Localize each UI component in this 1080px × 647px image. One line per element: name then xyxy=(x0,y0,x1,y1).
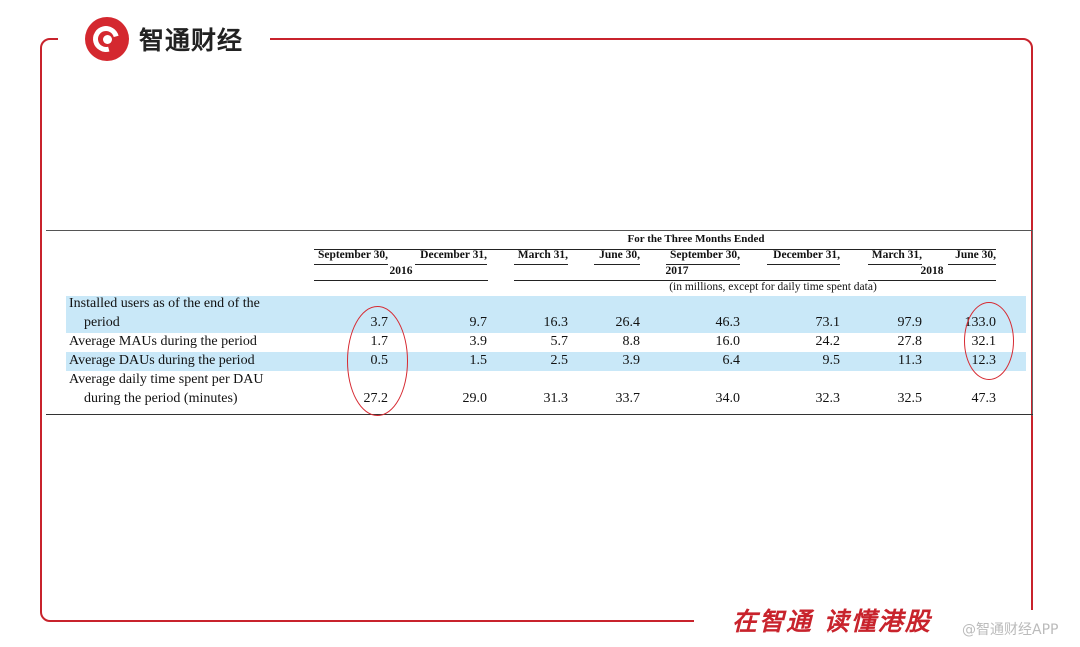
row-label: Average daily time spent per DAU xyxy=(69,372,264,387)
table-cell: 16.3 xyxy=(543,315,569,330)
column-header: December 31, xyxy=(773,249,840,261)
column-header: December 31, xyxy=(420,249,487,261)
column-underline xyxy=(666,264,740,265)
unit-note: (in millions, except for daily time spen… xyxy=(669,281,877,293)
year-label: 2017 xyxy=(665,265,689,277)
column-header: September 30, xyxy=(317,249,388,261)
table-cell: 9.5 xyxy=(822,353,841,368)
table-bottom-rule xyxy=(46,414,1033,415)
table-cell: 6.4 xyxy=(722,353,741,368)
column-underline xyxy=(767,264,840,265)
column-header: March 31, xyxy=(871,249,922,261)
year-label: 2016 xyxy=(389,265,413,277)
highlight-ellipse-2016 xyxy=(347,306,408,416)
table-cell: 29.0 xyxy=(462,391,488,406)
table-cell: 5.7 xyxy=(550,334,569,349)
column-header: June 30, xyxy=(599,249,640,261)
row-label: period xyxy=(84,315,120,330)
column-underline xyxy=(594,264,640,265)
column-underline xyxy=(415,264,487,265)
table-cell: 27.8 xyxy=(897,334,923,349)
table-cell: 31.3 xyxy=(543,391,569,406)
table-cell: 47.3 xyxy=(971,391,997,406)
table-cell: 9.7 xyxy=(469,315,488,330)
table-header-title: For the Three Months Ended xyxy=(627,233,765,245)
frame-gap-bottom xyxy=(694,610,1080,640)
table-cell: 24.2 xyxy=(815,334,841,349)
brand-logo: 智通财经 xyxy=(85,17,243,61)
row-band xyxy=(66,296,1026,333)
table-cell: 3.9 xyxy=(469,334,488,349)
watermark: @智通财经APP xyxy=(962,622,1059,638)
metrics-table: For the Three Months Ended September 30,… xyxy=(46,230,1033,416)
table-cell: 33.7 xyxy=(615,391,641,406)
row-label: Average MAUs during the period xyxy=(69,334,257,349)
column-underline xyxy=(314,264,388,265)
column-underline xyxy=(514,264,568,265)
year-underline xyxy=(514,280,840,281)
table-cell: 11.3 xyxy=(898,353,922,368)
table-cell: 32.3 xyxy=(815,391,841,406)
table-cell: 8.8 xyxy=(622,334,641,349)
year-underline xyxy=(868,280,996,281)
column-header: March 31, xyxy=(517,249,568,261)
table-cell: 1.5 xyxy=(469,353,488,368)
table-cell: 2.5 xyxy=(550,353,569,368)
column-underline xyxy=(868,264,922,265)
brand-name: 智通财经 xyxy=(139,26,244,55)
table-cell: 73.1 xyxy=(815,315,841,330)
row-label: during the period (minutes) xyxy=(84,391,238,406)
table-cell: 97.9 xyxy=(897,315,923,330)
table-cell: 32.5 xyxy=(897,391,923,406)
table-right-rule xyxy=(1032,230,1033,416)
column-header: June 30, xyxy=(955,249,996,261)
table-cell: 26.4 xyxy=(615,315,641,330)
table-cell: 46.3 xyxy=(715,315,741,330)
brand-logo-icon xyxy=(85,17,129,61)
column-header: September 30, xyxy=(669,249,740,261)
header-rule xyxy=(314,249,996,250)
row-label: Installed users as of the end of the xyxy=(69,296,260,311)
highlight-ellipse-2018 xyxy=(964,302,1014,380)
row-label: Average DAUs during the period xyxy=(69,353,255,368)
year-label: 2018 xyxy=(920,265,944,277)
table-cell: 3.9 xyxy=(622,353,641,368)
table-top-rule xyxy=(46,230,1033,231)
slogan: 在智通 读懂港股 xyxy=(732,607,932,636)
table-cell: 34.0 xyxy=(715,391,741,406)
row-band xyxy=(66,352,1026,371)
year-underline xyxy=(314,280,488,281)
column-underline xyxy=(948,264,996,265)
table-cell: 16.0 xyxy=(715,334,741,349)
